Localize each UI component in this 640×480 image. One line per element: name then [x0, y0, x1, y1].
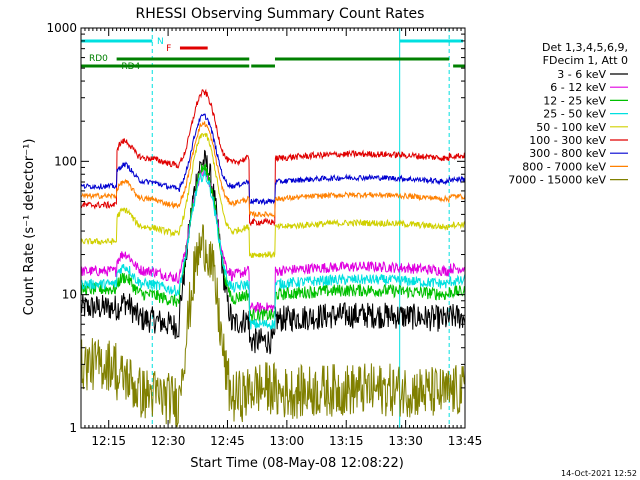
legend-label: 6 - 12 keV [550, 81, 606, 94]
timestamp: 14-Oct-2021 12:52 [561, 469, 637, 478]
series-line-100to300keV [80, 88, 466, 227]
y-tick-label: 1000 [46, 21, 77, 35]
series-line-50to100keV [80, 132, 466, 259]
x-tick-label: 13:15 [329, 434, 364, 448]
x-tick-label: 13:45 [448, 434, 483, 448]
plot-frame [80, 27, 466, 429]
x-axis-label: Start Time (08-May-08 12:08:22) [190, 456, 404, 471]
legend-label: 12 - 25 keV [543, 94, 606, 107]
legend-label: 300 - 800 keV [529, 147, 606, 160]
annotation-label-f: F [166, 44, 171, 54]
plot-area: NF RD0 RD4 1 10 100 1000 12:15 12:30 12:45 13:00 13… [46, 21, 628, 448]
annotation-label-rd0: RD0 [89, 54, 108, 64]
series-line-800to7000keV [80, 121, 466, 219]
series-line-12to25keV [80, 163, 466, 322]
annotation-label-rd4: RD4 [121, 62, 140, 72]
legend-label: 100 - 300 keV [529, 134, 606, 147]
y-tick-label: 10 [62, 288, 77, 302]
x-tick-label: 13:30 [388, 434, 423, 448]
legend-label: 50 - 100 keV [536, 121, 606, 134]
y-tick-label: 1 [69, 421, 77, 435]
y-tick-label: 100 [54, 154, 77, 168]
legend-header-line-2: FDecim 1, Att 0 [543, 54, 628, 67]
legend-label: 7000 - 15000 keV [508, 174, 606, 187]
chart-title: RHESSI Observing Summary Count Rates [136, 6, 425, 22]
x-tick-label: 12:30 [151, 434, 186, 448]
series-line-7000to15000keV [80, 224, 466, 428]
legend-label: 800 - 7000 keV [522, 160, 606, 173]
legend-label: 3 - 6 keV [557, 68, 606, 81]
series-line-6to12keV [80, 166, 466, 314]
y-axis-label: Count Rate (s⁻¹ detector⁻¹) [22, 139, 37, 316]
x-tick-label: 13:00 [270, 434, 305, 448]
series-line-25to50keV [80, 170, 466, 330]
legend-header-line-1: Det 1,3,4,5,6,9, [542, 41, 628, 54]
legend-label: 25 - 50 keV [543, 108, 606, 121]
series-line-300to800keV [80, 113, 466, 206]
x-tick-label: 12:45 [210, 434, 245, 448]
x-tick-label: 12:15 [91, 434, 126, 448]
annotation-label-n: N [157, 37, 164, 47]
